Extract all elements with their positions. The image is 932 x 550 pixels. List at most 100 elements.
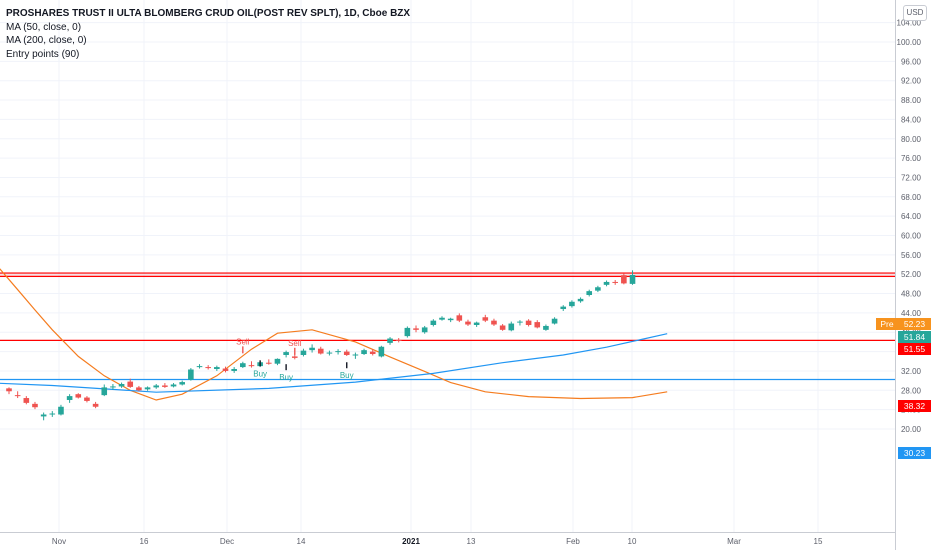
candle[interactable] — [534, 322, 541, 328]
ma200-line[interactable] — [0, 156, 668, 401]
candle[interactable] — [118, 384, 125, 387]
legend-ma200[interactable]: MA (200, close, 0) — [6, 35, 87, 46]
candle[interactable] — [499, 325, 506, 330]
price-tick-label: 60.00 — [901, 232, 922, 241]
price-tick-label: 100.00 — [897, 38, 922, 47]
price-tick-label: 96.00 — [901, 57, 922, 66]
candle[interactable] — [179, 382, 185, 385]
legend-ma50[interactable]: MA (50, close, 0) — [6, 21, 82, 33]
price-tick-label: 44.00 — [901, 309, 922, 318]
candle[interactable] — [127, 381, 134, 387]
last-price-tag: 51.84 — [898, 331, 931, 343]
currency-button[interactable]: USD — [903, 5, 927, 21]
candle[interactable] — [222, 368, 229, 371]
price-tick-label: 52.00 — [901, 270, 922, 279]
candle[interactable] — [6, 388, 12, 392]
candle[interactable] — [66, 396, 73, 400]
symbol-title[interactable]: PROSHARES TRUST II ULTA BLOMBERG CRUD OI… — [6, 8, 411, 19]
candle[interactable] — [491, 320, 497, 325]
chart-legend: PROSHARES TRUST II ULTA BLOMBERG CRUD OI… — [6, 7, 410, 61]
candle[interactable] — [231, 369, 237, 371]
pre-market-price-tag: 52.23 — [898, 318, 931, 330]
candle[interactable] — [629, 274, 636, 284]
candle[interactable] — [40, 414, 47, 417]
candle[interactable] — [317, 348, 324, 354]
time-tick-label: 14 — [297, 537, 306, 546]
candle[interactable] — [75, 394, 82, 398]
candle[interactable] — [170, 384, 177, 387]
candle[interactable] — [378, 346, 385, 357]
candle[interactable] — [508, 323, 515, 331]
candle[interactable] — [482, 317, 489, 321]
candle[interactable] — [369, 351, 376, 355]
candle[interactable] — [543, 325, 549, 330]
candle[interactable] — [387, 338, 393, 343]
price-tick-label: 28.00 — [901, 386, 922, 395]
candle[interactable] — [205, 367, 211, 369]
candle[interactable] — [343, 351, 350, 355]
candle[interactable] — [248, 365, 255, 367]
candle[interactable] — [586, 291, 593, 296]
candle[interactable] — [465, 321, 471, 325]
candle[interactable] — [361, 350, 367, 355]
candle[interactable] — [32, 403, 38, 408]
candle[interactable] — [300, 350, 307, 355]
candle[interactable] — [101, 387, 108, 396]
candle[interactable] — [473, 322, 480, 325]
price-tick-label: 56.00 — [901, 251, 922, 260]
candle[interactable] — [413, 328, 419, 330]
candle[interactable] — [49, 413, 56, 415]
candle[interactable] — [612, 281, 618, 283]
price-tick-label: 80.00 — [901, 135, 922, 144]
candle[interactable] — [188, 369, 194, 380]
candle[interactable] — [551, 318, 558, 324]
candle[interactable] — [153, 385, 160, 388]
pre-market-label: Pre — [876, 318, 898, 330]
candle[interactable] — [274, 358, 281, 364]
candle[interactable] — [447, 318, 454, 321]
price-tick-label: 84.00 — [901, 115, 922, 124]
candle[interactable] — [439, 317, 445, 320]
time-tick-label: Mar — [727, 537, 741, 546]
candle[interactable] — [14, 395, 21, 397]
candle[interactable] — [569, 301, 575, 307]
candle[interactable] — [525, 320, 532, 325]
candle[interactable] — [395, 339, 402, 341]
candle[interactable] — [595, 287, 601, 291]
candle[interactable] — [603, 281, 610, 285]
candle[interactable] — [335, 351, 341, 353]
candle[interactable] — [23, 398, 30, 403]
candle[interactable] — [326, 352, 333, 354]
candle[interactable] — [84, 397, 90, 401]
candle[interactable] — [110, 386, 116, 388]
time-tick-label: Nov — [52, 537, 66, 546]
ma50-line[interactable] — [0, 333, 668, 393]
candle[interactable] — [214, 367, 220, 370]
candle[interactable] — [352, 354, 359, 356]
candle[interactable] — [240, 363, 246, 368]
price-tick-label: 76.00 — [901, 154, 922, 163]
candle[interactable] — [283, 352, 289, 355]
candle[interactable] — [517, 321, 523, 323]
candle[interactable] — [196, 366, 203, 368]
legend-entry-points[interactable]: Entry points (90) — [6, 48, 80, 60]
candle[interactable] — [560, 306, 567, 310]
buy-signal-label: Buy — [279, 373, 293, 382]
price-tick-label: 104.00 — [897, 19, 922, 28]
buy-signal-label: Buy — [340, 371, 354, 380]
candle[interactable] — [92, 403, 99, 407]
candle[interactable] — [430, 320, 437, 325]
candle[interactable] — [58, 406, 64, 415]
candle[interactable] — [456, 315, 463, 321]
candle[interactable] — [404, 327, 411, 337]
candle[interactable] — [621, 275, 627, 284]
candle[interactable] — [136, 387, 142, 391]
candle[interactable] — [291, 356, 298, 358]
candle[interactable] — [421, 327, 428, 333]
candle[interactable] — [144, 387, 151, 390]
candle[interactable] — [577, 298, 584, 302]
candle[interactable] — [162, 385, 168, 387]
candle[interactable] — [266, 362, 272, 364]
candle[interactable] — [309, 347, 315, 351]
